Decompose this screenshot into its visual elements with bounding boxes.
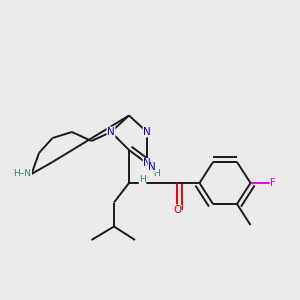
Text: H: H (153, 169, 159, 178)
Text: F: F (270, 178, 276, 188)
Text: N: N (148, 162, 156, 172)
Text: N: N (143, 158, 151, 169)
Text: H: H (139, 176, 146, 184)
Text: N: N (143, 127, 151, 137)
Text: O: O (173, 205, 181, 215)
Text: N: N (107, 127, 115, 137)
Text: H–N: H–N (14, 169, 32, 178)
